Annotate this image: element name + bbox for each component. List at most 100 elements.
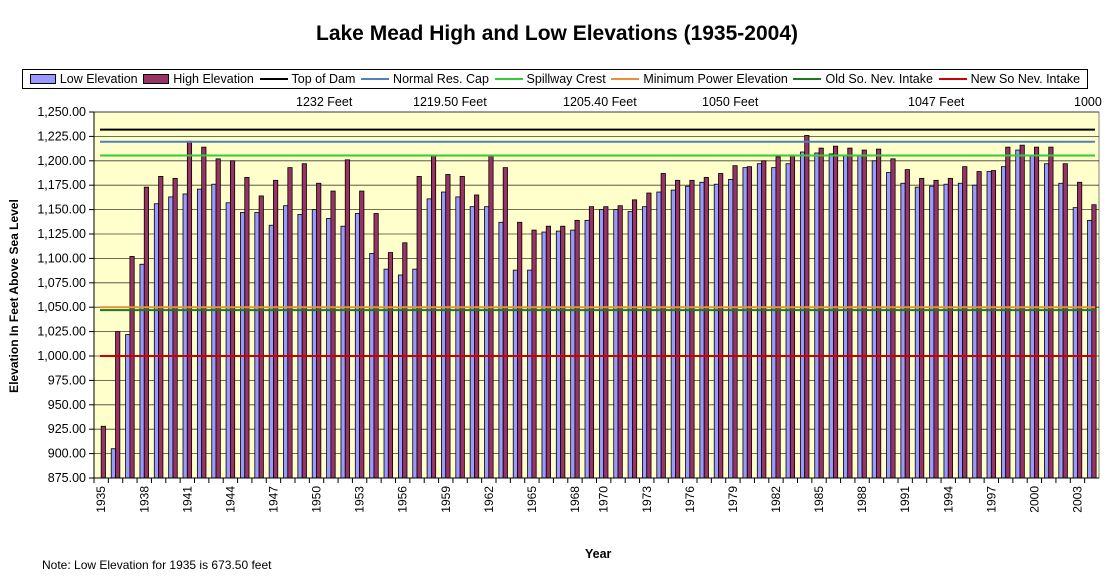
legend-swatch [143, 74, 170, 84]
bar-high-2002 [1062, 163, 1068, 479]
legend-line [611, 78, 640, 80]
bar-high-1973 [646, 192, 652, 479]
bar-low-1969 [584, 219, 590, 479]
bar-low-1948 [283, 205, 289, 479]
bar-low-1952 [340, 225, 346, 479]
bar-high-1944 [229, 160, 236, 479]
x-tick-label: 1938 [137, 486, 151, 513]
legend-item-new-intake: New So Nev. Intake [938, 72, 1081, 86]
bar-low-1967 [555, 230, 562, 479]
bar-low-1960 [455, 196, 461, 479]
y-tick-label: 1,075.00 [37, 276, 86, 290]
bar-high-1964 [517, 221, 523, 479]
x-tick-label: 1973 [640, 486, 654, 513]
x-tick-label: 1953 [353, 486, 367, 513]
legend-label: Old So. Nev. Intake [825, 72, 933, 86]
bar-low-1946 [254, 212, 260, 479]
bar-high-1991 [904, 169, 910, 479]
bar-high-1975 [675, 179, 681, 479]
legend-label: Minimum Power Elevation [643, 72, 788, 86]
bar-high-1943 [215, 158, 221, 479]
x-tick-label: 1959 [439, 486, 453, 513]
bar-low-1999 [1015, 149, 1021, 479]
x-tick-label: 1991 [898, 486, 912, 513]
bar-low-1953 [354, 213, 361, 479]
chart-note: Note: Low Elevation for 1935 is 673.50 f… [42, 558, 272, 572]
bar-high-1961 [474, 194, 480, 479]
y-tick-label: 900.00 [48, 447, 86, 461]
y-tick-label: 950.00 [48, 398, 86, 412]
legend-line [361, 78, 390, 80]
legend-label: New So Nev. Intake [970, 72, 1081, 86]
bar-low-1970 [598, 209, 605, 479]
bar-low-1962 [484, 206, 490, 479]
y-tick-label: 925.00 [48, 422, 86, 436]
bar-low-1973 [642, 206, 648, 479]
bar-high-1995 [962, 166, 968, 479]
legend-item-spillway: Spillway Crest [494, 72, 606, 86]
bar-low-1957 [412, 268, 418, 479]
bar-high-1968 [574, 219, 580, 479]
x-tick-label: 1941 [180, 486, 194, 513]
annotation-spillway: 1205.40 Feet [563, 95, 637, 109]
bar-low-1979 [728, 178, 734, 479]
bar-high-1952 [344, 159, 350, 479]
legend-label: High Elevation [173, 72, 254, 86]
bar-low-1976 [685, 185, 691, 479]
bar-high-1966 [545, 225, 551, 479]
bar-high-1990 [890, 158, 896, 479]
bar-high-1999 [1019, 144, 1025, 479]
bar-high-1994 [947, 177, 953, 479]
bar-high-1959 [445, 174, 451, 479]
legend-item-top-of-dam: Top of Dam [259, 72, 356, 86]
y-tick-label: 1,000.00 [37, 349, 86, 363]
legend-item-low: Low Elevation [29, 72, 138, 86]
bar-low-1993 [929, 185, 935, 479]
bar-high-1956 [402, 242, 408, 479]
bar-low-1991 [900, 182, 906, 479]
bar-high-1950 [316, 182, 322, 479]
bar-low-2004 [1087, 219, 1093, 479]
y-tick-label: 975.00 [48, 373, 86, 387]
legend-swatch [29, 74, 56, 84]
bar-low-1997 [986, 171, 992, 479]
bar-high-1979 [732, 165, 738, 479]
bar-high-1988 [861, 149, 867, 479]
bar-low-1936 [110, 448, 116, 479]
x-tick-label: 1944 [223, 486, 237, 513]
legend-line [494, 78, 523, 80]
legend-item-high: High Elevation [143, 72, 254, 86]
bar-low-1986 [828, 153, 834, 479]
bar-low-1975 [670, 189, 676, 479]
x-tick-label: 2000 [1027, 486, 1041, 513]
y-tick-label: 1,200.00 [37, 154, 86, 168]
bar-high-1947 [273, 179, 279, 479]
bar-low-1963 [498, 221, 504, 479]
bar-high-1985 [818, 147, 824, 479]
bar-high-1977 [703, 176, 709, 479]
bar-high-1937 [129, 256, 135, 479]
x-tick-label: 1947 [266, 486, 280, 513]
bar-low-1971 [613, 209, 619, 479]
bar-low-1977 [699, 181, 705, 479]
bar-low-1949 [297, 214, 303, 479]
bar-low-1990 [886, 172, 892, 479]
legend-line [259, 78, 288, 80]
bar-high-2003 [1077, 181, 1083, 479]
bar-low-1950 [311, 209, 317, 479]
bar-low-1992 [914, 186, 920, 479]
legend-label: Top of Dam [291, 72, 356, 86]
x-tick-label: 1950 [310, 486, 324, 513]
bar-low-1942 [196, 188, 203, 479]
bar-high-1978 [718, 173, 724, 479]
bar-low-1945 [240, 212, 246, 479]
bar-low-1972 [627, 211, 633, 479]
bar-high-2001 [1048, 146, 1054, 479]
bar-low-1940 [168, 196, 174, 479]
y-tick-label: 1,175.00 [37, 178, 86, 192]
bar-high-1957 [416, 176, 422, 479]
bar-low-2003 [1072, 207, 1078, 479]
bar-low-2002 [1058, 182, 1064, 479]
x-tick-label: 1976 [683, 486, 697, 513]
bar-high-1951 [330, 190, 336, 479]
